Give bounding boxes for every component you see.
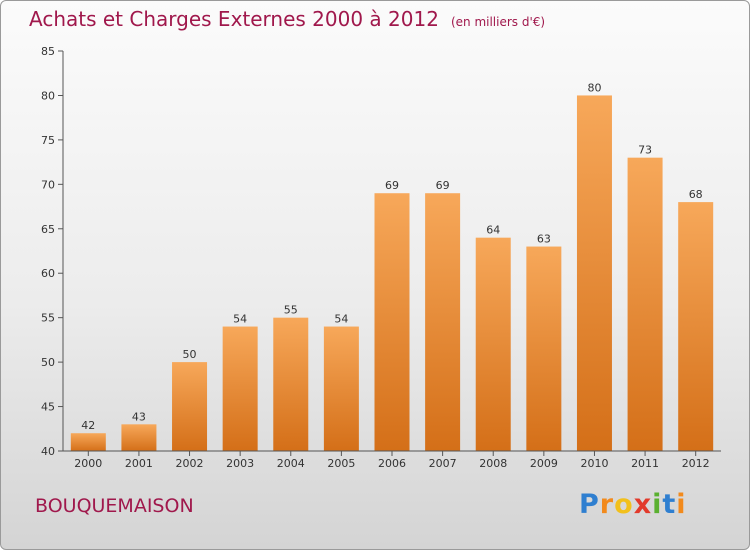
x-tick-label: 2002 [176,457,204,470]
chart-title: Achats et Charges Externes 2000 à 2012 (e… [29,7,545,31]
x-tick-label: 2008 [479,457,507,470]
x-tick-label: 2000 [74,457,102,470]
bar [374,193,410,451]
bars: 42 43 50 54 55 54 69 69 64 63 80 73 68 [70,81,714,451]
y-tick-label: 65 [41,223,55,236]
y-tick-label: 85 [41,45,55,58]
bar [323,326,359,451]
x-tick-label: 2001 [125,457,153,470]
bar-value-label: 50 [183,348,197,361]
bar [172,362,208,451]
bar [121,424,157,451]
commune-name: BOUQUEMAISON [35,495,194,517]
y-tick-label: 80 [41,89,55,102]
x-tick-label: 2005 [327,457,355,470]
bar-value-label: 64 [486,224,500,237]
bar-value-label: 80 [587,81,601,94]
bar [526,246,562,451]
unit-note: (en milliers d'€) [450,15,546,29]
bar-value-label: 73 [638,144,652,157]
bar [273,317,309,451]
y-tick-label: 70 [41,178,55,191]
y-tick-label: 75 [41,134,55,147]
y-tick-label: 40 [41,445,55,458]
bar-value-label: 55 [284,304,298,317]
bar-value-label: 54 [233,313,247,326]
y-tick-label: 50 [41,356,55,369]
bar [70,433,106,451]
bar-value-label: 63 [537,233,551,246]
bar-value-label: 54 [334,313,348,326]
bar-value-label: 68 [689,188,703,201]
bar [475,237,511,451]
x-tick-label: 2003 [226,457,254,470]
x-tick-label: 2004 [277,457,305,470]
x-tick-label: 2009 [530,457,558,470]
bar-value-label: 69 [385,179,399,192]
bar-value-label: 69 [436,179,450,192]
bar [425,193,461,451]
x-tick-label: 2010 [580,457,608,470]
x-tick-label: 2011 [631,457,659,470]
y-tick-label: 60 [41,267,55,280]
bar [576,95,612,451]
title-text: Achats et Charges Externes 2000 à 2012 [29,7,439,31]
x-tick-label: 2007 [429,457,457,470]
y-tick-label: 45 [41,401,55,414]
y-axis: 40 45 50 55 60 65 70 75 80 85 [41,45,64,458]
bar-value-label: 43 [132,410,146,423]
bar [222,326,258,451]
x-axis: 2000 2001 2002 2003 2004 2005 2006 2007 2008 2009… [63,450,721,470]
y-tick-label: 55 [41,312,55,325]
x-tick-label: 2012 [682,457,710,470]
bar [678,202,714,451]
x-tick-label: 2006 [378,457,406,470]
bar [627,157,663,451]
proxiti-logo: Proxiti [579,489,687,520]
bar-value-label: 42 [81,419,95,432]
